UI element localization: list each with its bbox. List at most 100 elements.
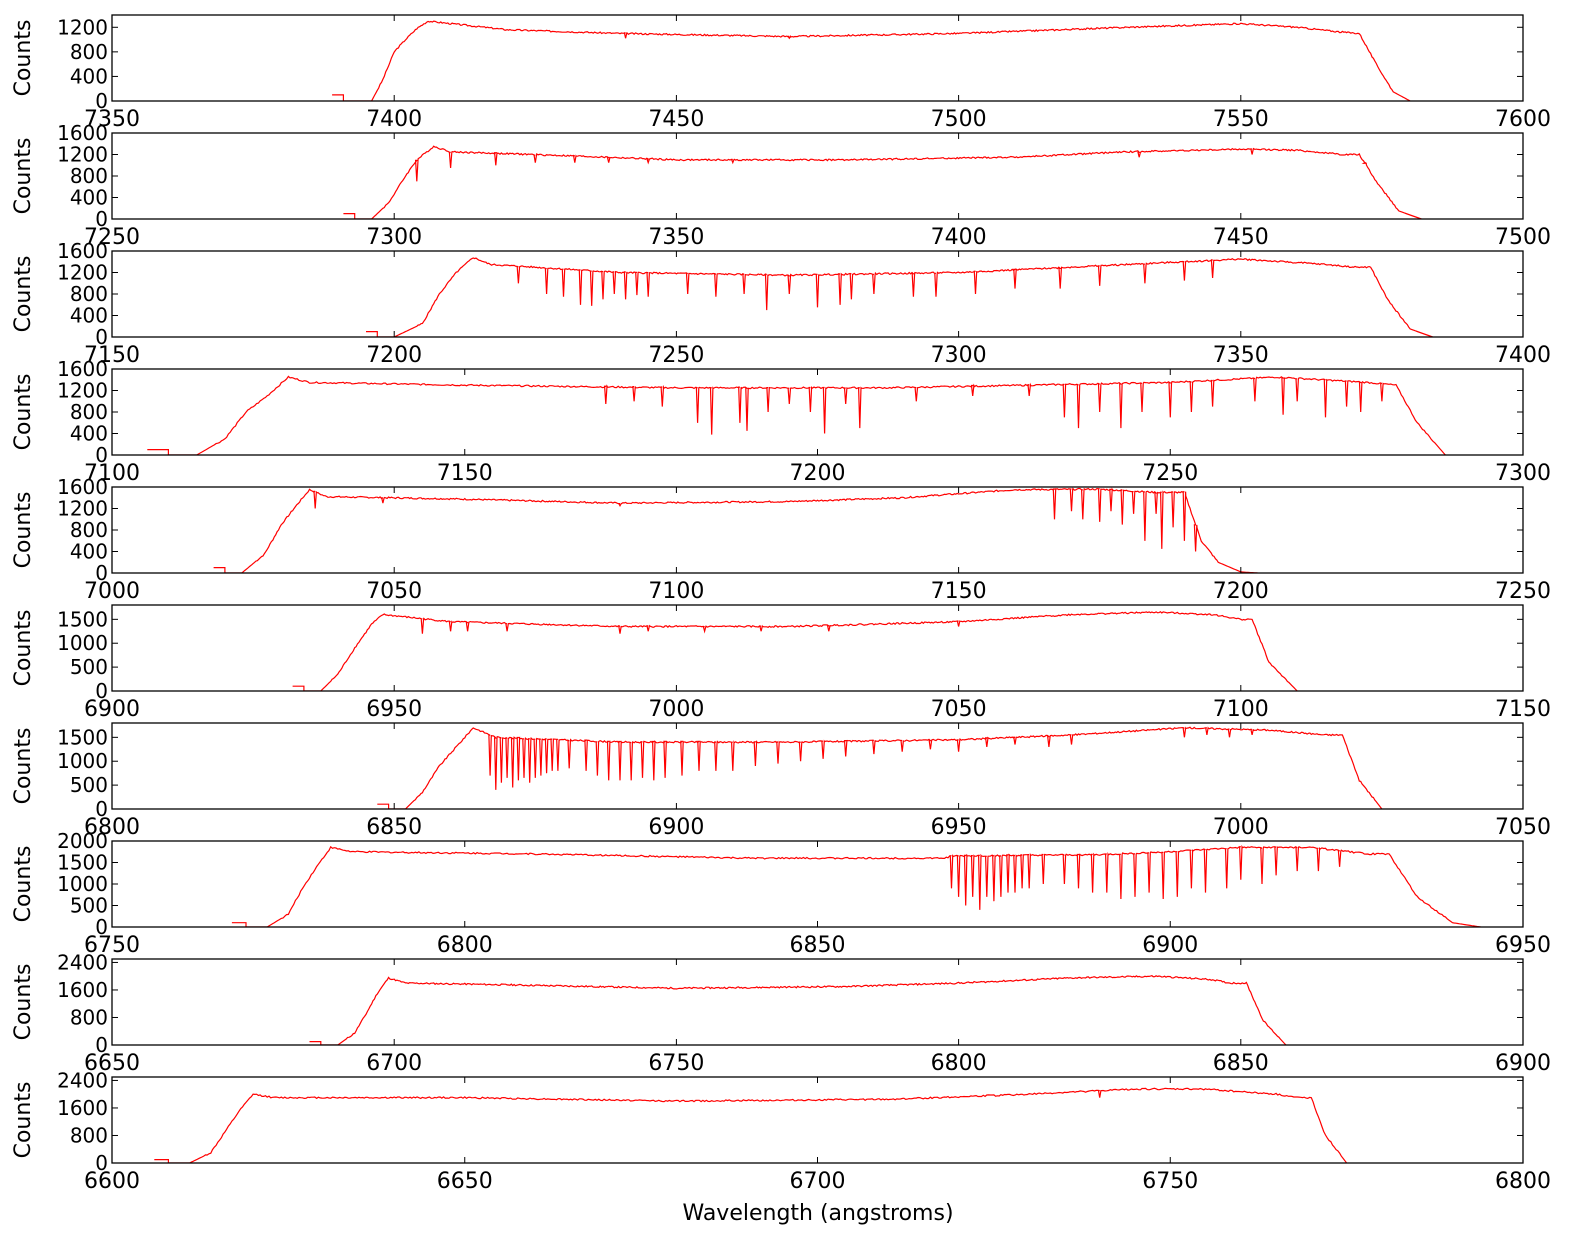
x-tick-label: 7250 (648, 343, 704, 368)
y-tick-label: 1200 (57, 497, 108, 521)
y-tick-label: 800 (70, 1123, 108, 1147)
y-axis-label: Counts (11, 492, 36, 569)
y-tick-label: 1200 (57, 143, 108, 167)
x-tick-label: 7350 (1213, 343, 1269, 368)
y-tick-label: 500 (70, 773, 108, 797)
y-tick-label: 0 (95, 561, 108, 585)
x-tick-label: 7050 (366, 579, 422, 604)
x-tick-label: 6800 (931, 1051, 987, 1076)
y-tick-label: 0 (95, 679, 108, 703)
spectrum-line (231, 844, 1481, 927)
y-tick-label: 1600 (57, 978, 108, 1002)
y-tick-label: 1200 (57, 261, 108, 285)
y-tick-label: 1600 (57, 1096, 108, 1120)
spectrum-line (309, 975, 1287, 1045)
x-tick-label: 7150 (437, 461, 493, 486)
x-tick-label: 7150 (931, 579, 987, 604)
x-tick-label: 7100 (648, 579, 704, 604)
x-tick-label: 6950 (931, 815, 987, 840)
y-tick-label: 1200 (57, 379, 108, 403)
y-tick-label: 800 (70, 518, 108, 542)
y-tick-label: 400 (70, 422, 108, 446)
y-tick-label: 500 (70, 655, 108, 679)
x-tick-label: 7050 (1495, 815, 1551, 840)
y-tick-label: 800 (70, 400, 108, 424)
x-tick-label: 7450 (648, 107, 704, 132)
x-tick-label: 7250 (1142, 461, 1198, 486)
y-axis-label: Counts (11, 728, 36, 805)
y-tick-label: 0 (95, 797, 108, 821)
y-tick-label: 1600 (57, 475, 108, 499)
x-tick-label: 7150 (1495, 697, 1551, 722)
axes-frame (111, 958, 1524, 1046)
x-tick-label: 6750 (84, 933, 140, 958)
spectrum-line (147, 375, 1446, 455)
y-tick-label: 0 (95, 915, 108, 939)
x-tick-label: 7000 (84, 579, 140, 604)
y-axis-label: Counts (11, 20, 36, 97)
y-tick-label: 0 (95, 207, 108, 231)
x-tick-label: 6850 (1213, 1051, 1269, 1076)
x-tick-label: 6650 (437, 1169, 493, 1194)
y-tick-label: 2400 (57, 1068, 108, 1092)
y-tick-label: 0 (95, 1033, 108, 1057)
x-tick-label: 6650 (84, 1051, 140, 1076)
y-tick-label: 2000 (57, 829, 108, 853)
x-tick-label: 7000 (648, 697, 704, 722)
y-axis-label: Counts (11, 846, 36, 923)
x-tick-label: 6900 (648, 815, 704, 840)
x-tick-label: 7100 (84, 461, 140, 486)
x-tick-label: 7200 (1213, 579, 1269, 604)
spectrum-line (377, 726, 1383, 809)
y-tick-label: 1500 (57, 851, 108, 875)
x-tick-label: 7300 (931, 343, 987, 368)
x-tick-label: 7300 (366, 225, 422, 250)
y-axis-label: Counts (11, 1082, 36, 1159)
x-tick-label: 7050 (931, 697, 987, 722)
x-tick-label: 7500 (1495, 225, 1551, 250)
spectrum-line (343, 145, 1422, 219)
y-tick-label: 0 (95, 443, 108, 467)
y-tick-label: 800 (70, 282, 108, 306)
spectrum-line (332, 20, 1411, 101)
y-tick-label: 500 (70, 894, 108, 918)
x-tick-label: 6900 (1495, 1051, 1551, 1076)
y-tick-label: 2400 (57, 950, 108, 974)
y-axis-label: Counts (11, 256, 36, 333)
y-axis-label: Counts (11, 138, 36, 215)
x-tick-label: 7200 (366, 343, 422, 368)
x-tick-label: 6900 (84, 697, 140, 722)
x-tick-label: 7500 (931, 107, 987, 132)
x-tick-label: 6700 (366, 1051, 422, 1076)
x-tick-label: 6750 (648, 1051, 704, 1076)
y-tick-label: 1500 (57, 607, 108, 631)
x-tick-label: 7300 (1495, 461, 1551, 486)
x-tick-label: 6800 (437, 933, 493, 958)
y-axis-label: Counts (11, 964, 36, 1041)
spectrum-line (366, 257, 1433, 337)
y-tick-label: 800 (70, 164, 108, 188)
y-axis-label: Counts (11, 610, 36, 687)
y-tick-label: 0 (95, 325, 108, 349)
axes-frame (111, 722, 1524, 810)
y-tick-label: 1200 (57, 15, 108, 39)
axes-frame (111, 14, 1524, 102)
y-tick-label: 800 (70, 40, 108, 64)
y-tick-label: 1000 (57, 872, 108, 896)
x-tick-label: 7400 (931, 225, 987, 250)
x-tick-label: 6950 (366, 697, 422, 722)
x-tick-label: 7550 (1213, 107, 1269, 132)
y-tick-label: 1600 (57, 121, 108, 145)
x-tick-label: 7250 (1495, 579, 1551, 604)
x-tick-label: 6750 (1142, 1169, 1198, 1194)
y-tick-label: 1600 (57, 239, 108, 263)
spectrum-line (213, 487, 1258, 573)
